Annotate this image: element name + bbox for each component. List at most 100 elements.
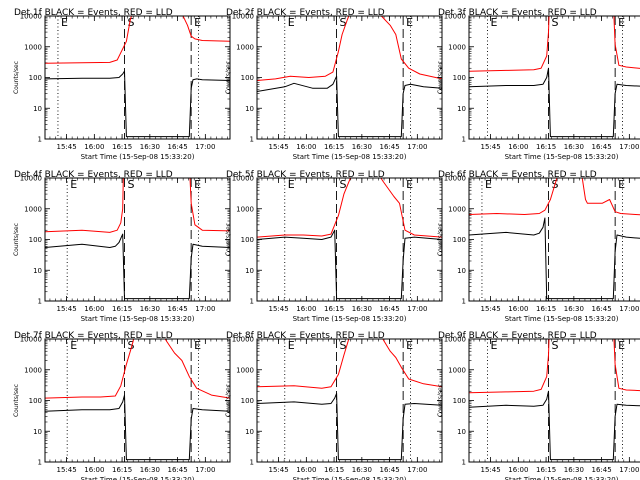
x-tick-label: 16:00 [296,305,316,313]
x-tick-label: 15:45 [480,143,500,151]
x-tick-label: 16:30 [564,143,584,151]
x-tick-label: 16:30 [140,305,160,313]
y-tick-label: 1 [38,298,42,306]
series-line-lld [469,339,640,394]
x-tick-label: 17:00 [195,466,215,474]
x-tick-label: 15:45 [268,466,288,474]
interval-marker-label: E [406,339,413,352]
x-tick-label: 17:00 [619,466,639,474]
x-tick-label: 16:00 [508,143,528,151]
y-tick-label: 10000 [232,175,254,183]
chart-panel-6: Det 6f BLACK = Events, RED = LLD Counts/s… [437,170,640,323]
chart-panel-1: Det 1f BLACK = Events, RED = LLD Counts/s… [13,8,231,161]
x-tick-label: 17:00 [195,305,215,313]
interval-marker-label: E [288,178,295,191]
y-tick-label: 1 [250,136,254,144]
y-tick-label: 10000 [20,175,42,183]
interval-marker-label: E [491,16,498,29]
x-tick-label: 16:30 [352,305,372,313]
y-tick-label: 1 [462,298,466,306]
y-tick-label: 1 [38,459,42,467]
x-tick-label: 16:15 [536,466,556,474]
interval-marker-label: S [128,178,135,191]
series-line-lld [45,339,230,399]
series-line-lld [257,16,442,81]
y-tick-label: 10 [33,267,42,275]
series-line-events [469,67,640,138]
series-line-lld [45,178,230,233]
y-tick-label: 10000 [20,336,42,344]
y-tick-label: 10 [33,105,42,113]
interval-marker-label: E [288,339,295,352]
interval-marker-label: S [128,16,135,29]
y-tick-label: 1000 [24,43,42,51]
x-axis-label: Start Time (15-Sep-08 15:33:20) [293,153,407,161]
interval-marker-label: S [552,16,559,29]
y-tick-label: 1000 [24,366,42,374]
interval-marker-label: S [340,16,347,29]
y-tick-label: 100 [241,74,254,82]
interval-marker-label: E [61,16,68,29]
x-tick-label: 17:00 [407,305,427,313]
y-tick-label: 1000 [448,366,466,374]
x-tick-label: 15:45 [268,143,288,151]
interval-marker-label: E [194,339,201,352]
x-tick-label: 15:45 [268,305,288,313]
plot-frame [468,15,640,140]
y-tick-label: 10000 [232,13,254,21]
plot-frame [256,15,443,140]
x-axis-label: Start Time (15-Sep-08 15:33:20) [505,315,619,323]
interval-marker-label: E [70,339,77,352]
interval-marker-label: E [70,178,77,191]
interval-marker-label: E [194,178,201,191]
series-line-events [257,392,442,461]
chart-title: Det 9f BLACK = Events, RED = LLD [438,331,597,341]
x-tick-label: 16:15 [112,466,132,474]
y-tick-label: 10000 [232,336,254,344]
x-tick-label: 15:45 [56,305,76,313]
series-group [257,178,442,300]
chart-title: Det 3f BLACK = Events, RED = LLD [438,8,597,18]
y-tick-label: 1 [462,136,466,144]
chart-title: Det 6f BLACK = Events, RED = LLD [438,170,597,180]
y-axis-label: Counts/sec [437,223,444,256]
x-axis-label: Start Time (15-Sep-08 15:33:20) [81,476,195,480]
y-tick-label: 1000 [448,43,466,51]
y-tick-label: 100 [453,74,466,82]
plot-frame [44,15,231,140]
series-group [45,178,230,300]
x-axis-label: Start Time (15-Sep-08 15:33:20) [505,476,619,480]
interval-marker-label: E [491,339,498,352]
x-tick-label: 16:30 [564,305,584,313]
chart-title: Det 1f BLACK = Events, RED = LLD [14,8,173,18]
x-tick-label: 16:15 [324,305,344,313]
x-tick-label: 16:30 [352,143,372,151]
chart-title: Det 2f BLACK = Events, RED = LLD [226,8,385,18]
x-tick-label: 16:45 [379,305,399,313]
x-tick-label: 16:15 [112,143,132,151]
y-tick-label: 10 [457,428,466,436]
x-tick-label: 16:30 [140,466,160,474]
x-tick-label: 15:45 [480,305,500,313]
chart-panel-2: Det 2f BLACK = Events, RED = LLD Counts/s… [225,8,443,161]
series-group [45,16,230,138]
x-tick-label: 15:45 [56,466,76,474]
series-line-lld [45,16,230,64]
chart-title: Det 7f BLACK = Events, RED = LLD [14,331,173,341]
series-line-lld [469,178,640,216]
plot-frame [468,338,640,463]
x-axis-label: Start Time (15-Sep-08 15:33:20) [293,315,407,323]
plot-frame [256,177,443,302]
interval-marker-label: S [552,339,559,352]
y-tick-label: 10 [245,428,254,436]
x-tick-label: 17:00 [619,143,639,151]
series-line-events [257,75,442,138]
x-tick-label: 15:45 [56,143,76,151]
x-tick-label: 16:15 [536,305,556,313]
interval-marker-label: E [194,16,201,29]
x-axis-label: Start Time (15-Sep-08 15:33:20) [293,476,407,480]
y-axis-label: Counts/sec [437,61,444,94]
series-line-events [469,217,640,300]
y-axis-label: Counts/sec [13,61,20,94]
chart-title: Det 4f BLACK = Events, RED = LLD [14,170,173,180]
